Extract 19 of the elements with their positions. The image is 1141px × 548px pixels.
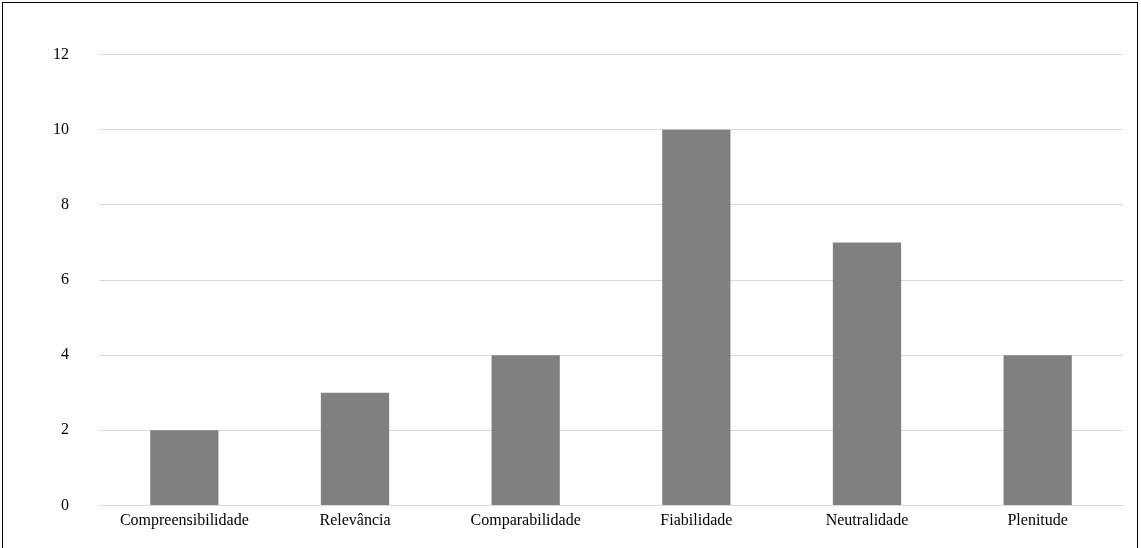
y-tick-label: 0 xyxy=(61,495,69,513)
bar xyxy=(1003,355,1072,505)
bar xyxy=(320,392,390,505)
bar xyxy=(662,129,731,505)
x-tick-label: Relevância xyxy=(319,511,391,529)
x-tick-label: Compreensibilidade xyxy=(119,511,249,530)
bar xyxy=(832,242,902,505)
y-tick-label: 8 xyxy=(61,195,69,213)
x-tick-label: Comparabilidade xyxy=(470,511,581,530)
x-tick-label: Fiabilidade xyxy=(660,511,733,529)
y-tick-label: 10 xyxy=(53,119,69,137)
y-tick-label: 4 xyxy=(61,345,69,363)
y-tick-label: 6 xyxy=(61,270,69,288)
bar xyxy=(491,355,560,505)
x-tick-label: Plenitude xyxy=(1007,511,1068,529)
x-tick-label: Neutralidade xyxy=(825,511,909,529)
y-tick-label: 2 xyxy=(61,420,69,438)
y-tick-label: 12 xyxy=(53,44,69,62)
bar xyxy=(150,430,219,505)
